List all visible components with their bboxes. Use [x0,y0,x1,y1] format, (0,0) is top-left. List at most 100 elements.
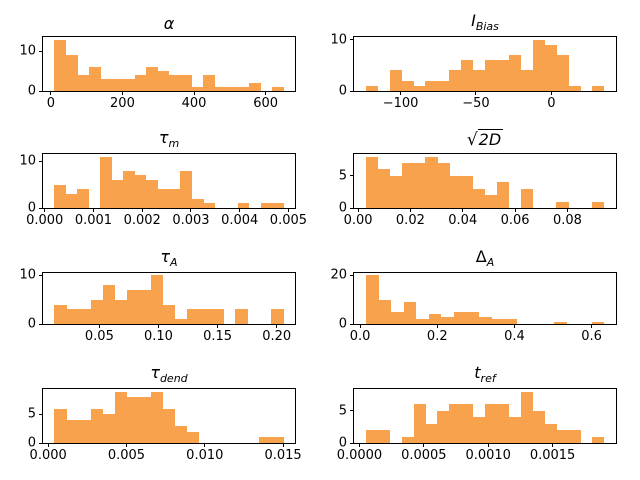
histogram-bar [425,80,438,91]
histogram-bar [271,309,284,324]
histogram-bar [214,87,227,91]
y-tick-mark [39,323,43,325]
x-tick-mark [217,324,219,328]
x-tick-mark [157,324,159,328]
histogram-bar [191,87,204,91]
x-tick-label: 0.04 [448,213,478,228]
histogram-bar [169,75,181,91]
histogram-bar [126,290,140,324]
x-tick-label: 200 [110,96,135,111]
histogram-bar [377,169,391,208]
histogram-bar [54,304,67,324]
title-subscript: A [170,256,178,270]
y-tick-label: 5 [27,406,36,422]
histogram-bar [413,163,426,208]
x-tick-mark [409,208,411,212]
plot-area: ΔA 0.0 0.2 0.4 0.6 0 20 [330,248,617,344]
sqrt-radicand: 2D [477,129,504,150]
x-tick-mark [423,443,425,447]
subplot-alpha: α 0 200 400 600 0 10 [0,0,320,120]
histogram-bar [102,285,116,324]
histogram-bar [401,436,414,443]
histogram-bar [532,410,545,443]
y-tick-mark [39,413,43,415]
histogram-bar [146,67,158,91]
histogram-bar [211,309,224,324]
y-tick-label: 5 [338,403,347,419]
x-tick-mark [591,324,593,328]
histogram-bar [592,201,605,208]
plot-area: τm 0.000 0.001 0.002 0.003 0.004 0.005 0 10 [19,129,307,228]
histogram-bar [441,316,454,324]
y-tick-mark [39,274,43,276]
subplot-title: IBias [354,12,616,33]
x-tick-label: 0 [46,96,56,111]
x-tick-label: 0.10 [143,329,173,344]
x-tick-mark [487,443,489,447]
x-tick-mark [276,324,278,328]
histogram-bar [556,430,569,443]
y-tick-label: 0 [338,200,347,216]
x-tick-mark [44,208,46,212]
histogram-bar [461,60,474,91]
title-base: t [474,363,481,383]
x-tick-mark [193,91,195,95]
histogram-bar [416,319,429,324]
x-tick-label: 0.002 [123,213,161,228]
histogram-bar [365,156,379,208]
y-tick-mark [39,90,43,92]
x-tick-label: 0.005 [107,448,146,463]
histogram-bar [553,321,567,324]
histogram-bar [544,423,557,443]
histogram-bar [235,309,248,324]
histogram-bar [437,80,450,91]
subplot-title: τdend [43,364,295,385]
bars-layer [354,154,616,208]
subplot-title: τA [43,248,295,270]
histogram-bar [66,309,79,324]
histogram-bar [449,70,462,91]
histogram-bar [102,414,116,443]
title-subscript: ref [480,372,496,386]
x-tick-mark [47,443,49,447]
histogram-bar [78,420,91,443]
histogram-bar [544,44,557,91]
histogram-bar [592,436,605,443]
y-tick-mark [350,442,354,444]
x-tick-mark [357,208,359,212]
histogram-bar [403,302,417,324]
histogram-bar [272,203,284,208]
histogram-bar [237,87,250,91]
histogram-bar [568,85,581,91]
histogram-bar [162,304,176,324]
histogram-bar [473,188,486,208]
histogram-bar [365,430,379,443]
x-tick-label: 0.4 [504,329,525,344]
x-tick-label: 600 [253,96,279,111]
subplot-title: α [43,14,295,34]
subplot-title: τm [43,129,295,150]
histogram-bar [378,299,392,324]
histogram-bar [478,316,492,324]
x-tick-mark [239,208,241,212]
histogram-bar [568,430,581,443]
title-base: α [163,14,175,34]
x-tick-mark [436,324,438,328]
x-tick-label: 0.15 [203,329,233,344]
histogram-bar [157,71,170,91]
subplot-tau-m: τm 0.000 0.001 0.002 0.003 0.004 0.005 0 10 [0,120,320,240]
y-tick-mark [350,207,354,209]
histogram-bar [175,425,188,443]
histogram-bar [191,198,204,208]
histogram-bar [134,75,147,91]
histogram-bar [123,79,135,91]
bars-layer [43,154,295,208]
plot-area: τA 0.05 0.10 0.15 0.20 0 10 [19,248,296,344]
histogram-bar [203,203,216,208]
histogram-bar [461,175,474,208]
histogram-bar [532,39,545,91]
histogram-bar [54,184,67,208]
x-tick-mark [514,208,516,212]
x-tick-label: 0.0015 [529,448,576,463]
histogram-bar [377,430,391,443]
